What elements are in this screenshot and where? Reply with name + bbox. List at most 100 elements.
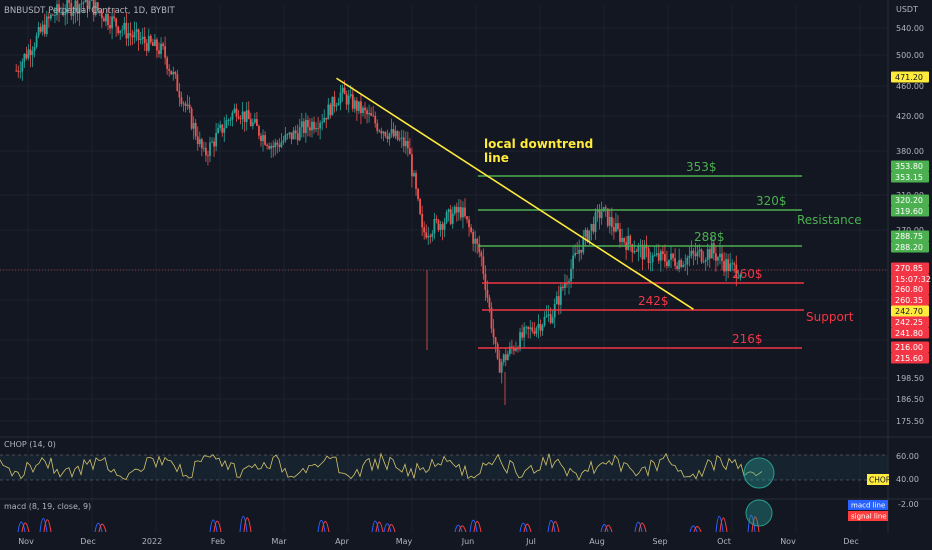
- macd-line-segment: [371, 520, 380, 533]
- candle-body: [103, 18, 105, 22]
- candle-body: [582, 236, 585, 253]
- candle-body: [109, 25, 111, 29]
- candle-body: [229, 119, 232, 121]
- candle-body: [288, 132, 291, 135]
- candle-body: [690, 250, 693, 256]
- time-tick: Jun: [461, 537, 475, 546]
- candle-body: [586, 230, 589, 242]
- candle-body: [125, 22, 128, 39]
- candle-body: [557, 296, 560, 305]
- candle-body: [184, 103, 187, 107]
- candle-body: [551, 317, 554, 323]
- candle-body: [541, 325, 544, 331]
- candle-body: [270, 145, 273, 149]
- candle-body: [335, 105, 338, 107]
- signal-line-segment: [551, 521, 560, 533]
- candle-body: [260, 135, 262, 142]
- candle-body: [714, 253, 717, 261]
- candle-body: [737, 277, 740, 279]
- candle-body: [561, 286, 564, 289]
- candle-body: [131, 35, 134, 38]
- candle-body: [649, 262, 652, 263]
- candle-body: [266, 144, 269, 147]
- candle-body: [188, 104, 191, 109]
- candle-body: [274, 142, 277, 148]
- candle-body: [633, 251, 636, 253]
- candle-body: [663, 254, 666, 262]
- candle-body: [192, 123, 195, 129]
- time-axis-bg: [0, 532, 932, 550]
- candle-body: [447, 209, 450, 213]
- candle-body: [194, 123, 197, 137]
- candle-body: [578, 249, 581, 254]
- candle-body: [225, 120, 228, 128]
- candle-body: [35, 35, 38, 47]
- signal-line-segment: [21, 522, 30, 533]
- resistance-label: Resistance: [797, 213, 862, 227]
- candle-body: [347, 95, 350, 105]
- candle-body: [337, 102, 340, 106]
- candle-body: [164, 46, 167, 58]
- candle-body: [439, 224, 442, 230]
- downtrend-line[interactable]: [336, 77, 694, 311]
- candle-body: [496, 343, 499, 359]
- candle-body: [445, 212, 448, 223]
- candle-body: [245, 110, 248, 122]
- candle-body: [712, 243, 715, 254]
- candle-body: [264, 135, 266, 145]
- candle-body: [588, 230, 591, 242]
- candle-body: [423, 227, 426, 233]
- candle-body: [672, 253, 674, 259]
- price-badge: [891, 160, 929, 172]
- time-axis[interactable]: Nov Dec 2022 Feb Mar Apr May Jun Jul Aug Sep Oct Nov…: [0, 532, 932, 550]
- macd-line-segment: [600, 523, 609, 533]
- candle-body: [315, 128, 317, 130]
- candle-body: [33, 46, 36, 51]
- price-badge-text: 215.60: [895, 354, 923, 363]
- price-badge: [891, 327, 929, 339]
- candle-body: [249, 119, 252, 126]
- candle-body: [682, 264, 685, 268]
- candle-body: [415, 173, 417, 189]
- price-tick: 420.00: [896, 112, 924, 121]
- candle-body: [492, 328, 495, 338]
- candle-body: [45, 16, 48, 35]
- candle-body: [631, 244, 634, 253]
- candle-body: [217, 128, 220, 134]
- candle-body: [623, 238, 625, 243]
- candle-body: [215, 133, 218, 147]
- candle-body: [180, 97, 183, 104]
- candle-body: [17, 70, 20, 72]
- candle-body: [484, 273, 487, 290]
- level-label-216: 216$: [732, 332, 763, 346]
- signal-line-segment: [458, 525, 467, 533]
- macd-tick: -2.00: [898, 500, 919, 509]
- candle-body: [676, 265, 679, 270]
- macd-title: macd (8, 19, close, 9): [4, 502, 91, 511]
- time-tick: Dec: [80, 537, 95, 546]
- chop-panel: 60.00 40.00 CHOP: [0, 452, 919, 489]
- macd-line-segment: [383, 523, 392, 533]
- price-axis[interactable]: 540.00500.00460.00420.00380.00310.00270.…: [891, 24, 931, 426]
- price-badge-text: 353.80: [895, 162, 923, 171]
- candle-body: [235, 108, 238, 117]
- candle-body: [313, 121, 315, 130]
- candle-body: [617, 223, 619, 230]
- candle-body: [545, 315, 548, 317]
- candle-body: [570, 268, 572, 282]
- candle-body: [213, 141, 215, 147]
- candle-body: [488, 297, 491, 308]
- price-badge-text: 270.85: [895, 264, 923, 273]
- candle-body: [621, 238, 623, 242]
- signal-line-segment: [693, 525, 702, 533]
- candle-body: [247, 110, 250, 120]
- candle-body: [498, 358, 501, 373]
- candle-body: [710, 243, 713, 259]
- candle-body: [327, 104, 330, 120]
- candle-body: [84, 0, 87, 3]
- candle-body: [221, 124, 224, 133]
- candle-body: [253, 119, 256, 123]
- candle-body: [31, 50, 34, 56]
- candle-body: [90, 0, 93, 1]
